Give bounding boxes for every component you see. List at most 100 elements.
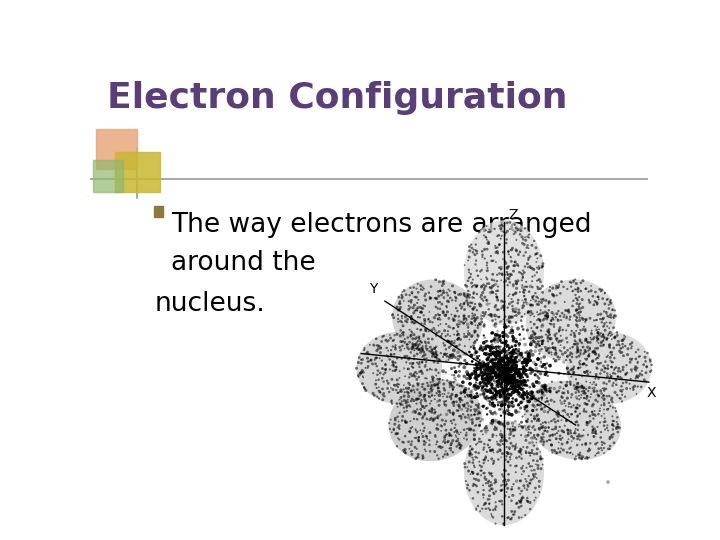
Point — [503, 389, 514, 398]
Point — [536, 386, 548, 394]
Point — [475, 427, 487, 436]
Point — [547, 431, 559, 440]
Point — [411, 339, 423, 347]
Point — [433, 401, 445, 410]
Point — [487, 362, 499, 370]
Point — [543, 423, 554, 431]
Point — [505, 455, 516, 464]
Point — [406, 362, 418, 370]
Point — [448, 316, 459, 325]
Point — [531, 323, 543, 332]
Point — [558, 369, 570, 378]
Point — [598, 334, 610, 342]
Point — [512, 365, 523, 374]
Point — [557, 350, 568, 359]
Point — [503, 273, 515, 282]
Point — [371, 354, 382, 362]
Point — [609, 306, 621, 315]
Point — [404, 427, 415, 435]
Point — [410, 340, 421, 349]
Ellipse shape — [524, 381, 621, 460]
Point — [582, 287, 594, 296]
Point — [587, 428, 598, 437]
Point — [505, 252, 516, 261]
Point — [533, 415, 544, 423]
Point — [510, 288, 522, 297]
Point — [462, 481, 474, 489]
Point — [372, 353, 383, 362]
Point — [441, 303, 453, 312]
Point — [521, 361, 532, 370]
Point — [509, 354, 521, 362]
Point — [528, 434, 539, 442]
Point — [500, 375, 512, 383]
Point — [417, 380, 428, 389]
Point — [513, 389, 525, 397]
Point — [394, 374, 405, 382]
Point — [354, 370, 366, 379]
Point — [532, 285, 544, 293]
Point — [526, 395, 537, 403]
Point — [492, 232, 503, 240]
Point — [505, 364, 516, 373]
Point — [417, 304, 428, 313]
Point — [584, 298, 595, 307]
Point — [455, 381, 467, 390]
Point — [484, 299, 495, 308]
Point — [419, 292, 431, 300]
Point — [532, 337, 544, 346]
Point — [613, 340, 624, 349]
Point — [508, 384, 519, 393]
Point — [420, 341, 432, 350]
Point — [492, 347, 503, 356]
Point — [451, 327, 463, 335]
Point — [516, 276, 528, 285]
Point — [624, 380, 635, 388]
Point — [526, 241, 538, 249]
Point — [446, 296, 458, 305]
Point — [498, 392, 510, 400]
Point — [489, 369, 500, 377]
Point — [494, 370, 505, 379]
Point — [477, 346, 488, 355]
Point — [477, 481, 489, 490]
Point — [550, 313, 562, 321]
Point — [575, 279, 587, 287]
Point — [502, 274, 513, 283]
Point — [593, 293, 604, 301]
Point — [462, 404, 474, 413]
Point — [436, 329, 448, 338]
Point — [567, 450, 578, 458]
Point — [506, 246, 518, 254]
Point — [485, 447, 496, 455]
Point — [522, 482, 534, 491]
Point — [394, 299, 405, 308]
Point — [602, 372, 613, 381]
Point — [454, 301, 466, 309]
Point — [551, 309, 562, 318]
Point — [613, 394, 625, 402]
Point — [598, 391, 609, 400]
Point — [398, 392, 410, 400]
Point — [408, 341, 419, 350]
Point — [495, 497, 507, 505]
Point — [469, 463, 480, 471]
Point — [515, 374, 526, 382]
Point — [515, 448, 526, 457]
Point — [403, 392, 415, 401]
Point — [505, 245, 516, 254]
Point — [510, 334, 522, 343]
Point — [470, 481, 482, 489]
Point — [570, 424, 582, 433]
Point — [367, 369, 379, 377]
Point — [541, 359, 553, 368]
Point — [390, 366, 402, 374]
Point — [507, 397, 518, 406]
Point — [502, 378, 513, 387]
Point — [377, 364, 388, 373]
Point — [527, 301, 539, 309]
Point — [503, 410, 515, 418]
Point — [495, 353, 507, 362]
Point — [505, 376, 517, 385]
Point — [494, 221, 505, 230]
